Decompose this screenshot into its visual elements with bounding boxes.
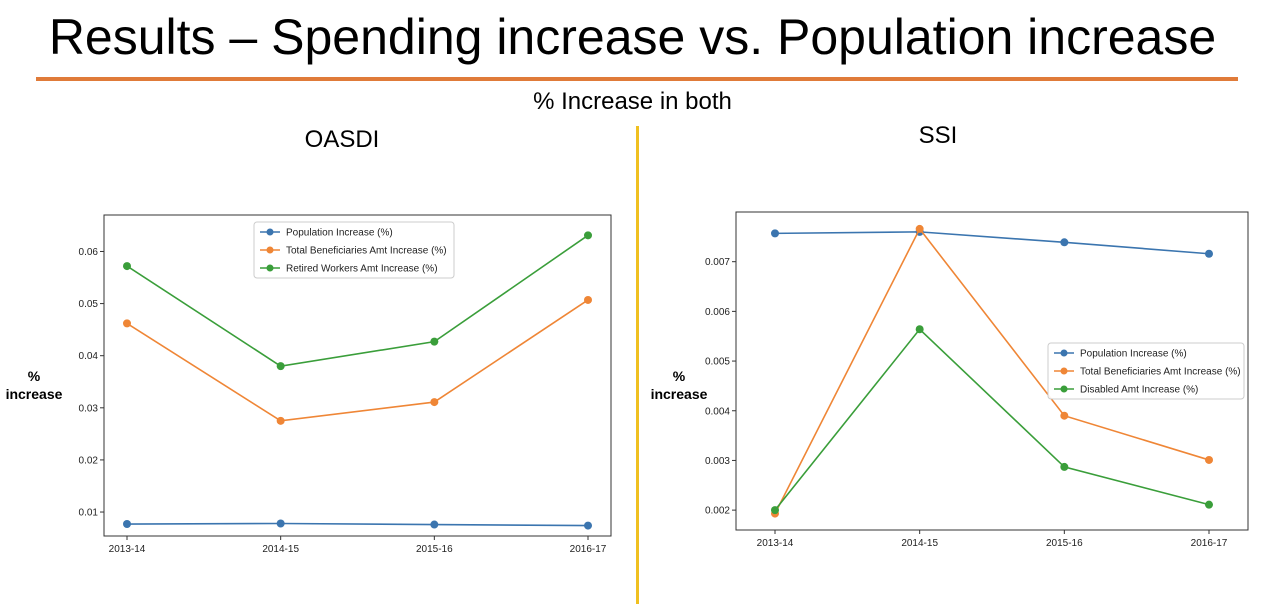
oasdi-chart-title: OASDI: [304, 126, 380, 153]
ssi-series-line-2: [774, 328, 1210, 511]
oasdi-series-line-1: [126, 299, 589, 422]
oasdi-y-tick-label: 0.02: [79, 455, 99, 466]
ssi-series-2-point: [1060, 462, 1069, 471]
ssi-series-2-point: [1205, 500, 1213, 509]
ssi-y-axis-label: % increase: [650, 368, 708, 402]
oasdi-series-2-point: [123, 262, 131, 271]
ssi-legend-marker-2: [1060, 385, 1068, 393]
ssi-y-tick-label: 0.002: [705, 506, 730, 517]
ssi-y-tick-label: 0.003: [705, 456, 730, 467]
ssi-legend-label-2: Disabled Amt Increase (%): [1080, 385, 1198, 396]
ssi-chart-title: SSI: [918, 122, 958, 149]
oasdi-y-axis-label: % increase: [5, 368, 63, 402]
oasdi-legend-label-2: Retired Workers Amt Increase (%): [286, 264, 438, 275]
oasdi-legend-label-0: Population Increase (%): [286, 228, 393, 239]
ssi-legend-marker-0: [1060, 349, 1068, 357]
panel-divider: [636, 126, 639, 604]
ssi-series-line-0: [774, 231, 1210, 255]
ssi-series-0-point: [1060, 238, 1069, 247]
ssi-series-0-point: [771, 229, 779, 238]
oasdi-legend-marker-1: [266, 246, 274, 254]
ssi-x-tick-label: 2013-14: [757, 538, 794, 549]
oasdi-series-line-2: [126, 234, 589, 367]
oasdi-series-line-0: [126, 522, 589, 527]
oasdi-series-1-point: [584, 295, 592, 304]
oasdi-x-tick-label: 2014-15: [262, 544, 299, 555]
oasdi-series-1-point: [123, 319, 131, 328]
oasdi-legend-label-1: Total Beneficiaries Amt Increase (%): [286, 246, 447, 257]
oasdi-series-0-point: [123, 520, 131, 529]
oasdi-plot-frame: [103, 214, 612, 537]
ssi-series-line-1: [774, 227, 1210, 514]
ssi-legend-label-1: Total Beneficiaries Amt Increase (%): [1080, 367, 1241, 378]
oasdi-legend-marker-0: [266, 228, 274, 236]
ssi-series-0-point: [1205, 249, 1213, 258]
oasdi-legend-box: [253, 221, 455, 279]
ssi-legend-label-0: Population Increase (%): [1080, 349, 1187, 360]
ssi-series-1-point: [915, 224, 924, 233]
oasdi-series-1-point: [430, 398, 439, 407]
ssi-x-tick-label: 2016-17: [1191, 538, 1228, 549]
ssi-y-tick-label: 0.004: [705, 406, 730, 417]
oasdi-series-0-point: [430, 520, 439, 529]
ssi-series-2-point: [771, 506, 779, 515]
ssi-x-tick-label: 2015-16: [1046, 538, 1083, 549]
oasdi-series-2-point: [584, 231, 592, 240]
oasdi-legend-marker-2: [266, 264, 274, 272]
oasdi-y-tick-label: 0.01: [79, 508, 99, 519]
ssi-legend-box: [1047, 342, 1245, 400]
oasdi-x-tick-label: 2015-16: [416, 544, 453, 555]
oasdi-x-tick-label: 2016-17: [570, 544, 607, 555]
ssi-series-2-point: [915, 325, 924, 334]
ssi-y-tick-label: 0.007: [705, 257, 730, 268]
oasdi-series-0-point: [276, 519, 285, 528]
oasdi-x-tick-label: 2013-14: [109, 544, 146, 555]
ssi-plot-frame: [735, 211, 1249, 531]
oasdi-y-tick-label: 0.05: [79, 299, 99, 310]
ssi-y-tick-label: 0.006: [705, 307, 730, 318]
oasdi-series-1-point: [276, 416, 285, 425]
title-underline: [36, 77, 1238, 81]
oasdi-series-2-point: [430, 337, 439, 346]
ssi-series-1-point: [1205, 455, 1213, 464]
slide-title: Results – Spending increase vs. Populati…: [48, 9, 1217, 65]
oasdi-series-0-point: [584, 521, 592, 530]
slide-subtitle: % Increase in both: [533, 88, 732, 115]
oasdi-y-tick-label: 0.03: [79, 403, 99, 414]
ssi-x-tick-label: 2014-15: [901, 538, 938, 549]
ssi-y-tick-label: 0.005: [705, 357, 730, 368]
ssi-legend-marker-1: [1060, 367, 1068, 375]
ssi-series-1-point: [1060, 411, 1069, 420]
oasdi-y-tick-label: 0.04: [79, 351, 99, 362]
oasdi-y-tick-label: 0.06: [79, 247, 99, 258]
oasdi-series-2-point: [276, 362, 285, 371]
